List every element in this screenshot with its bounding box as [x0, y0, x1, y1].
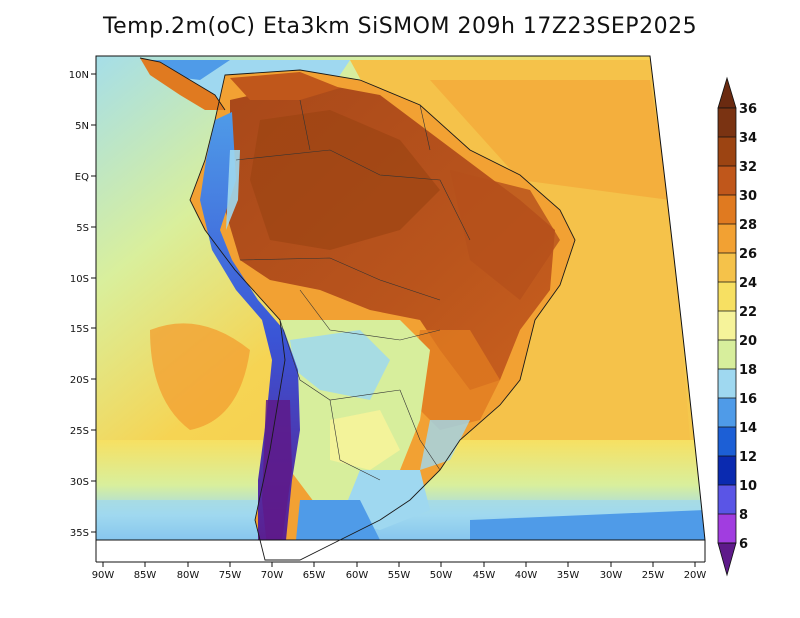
country-borders	[235, 99, 471, 481]
colorbar-label: 20	[739, 334, 757, 349]
colorbar-swatch	[718, 311, 736, 340]
colorbar-swatch	[718, 427, 736, 456]
lat-label: 20S	[70, 375, 89, 386]
lon-ticks	[102, 562, 696, 567]
lon-label: 60W	[346, 570, 369, 581]
lat-label: 35S	[70, 528, 89, 539]
lon-label: 30W	[600, 570, 623, 581]
colorbar: 36 34 32 30 28 26 24 22 20 18 16 14 12 1…	[717, 76, 757, 577]
lon-label: 40W	[515, 570, 538, 581]
colorbar-swatch	[718, 369, 736, 398]
colorbar-swatch	[718, 485, 736, 514]
colorbar-swatch	[718, 398, 736, 427]
colorbar-swatch	[718, 282, 736, 311]
lat-label: 30S	[70, 477, 89, 488]
lat-label: 10N	[69, 70, 89, 81]
lon-labels: 90W 85W 80W 75W 70W 65W 60W 55W 50W 45W …	[92, 570, 707, 581]
lon-label: 80W	[177, 570, 200, 581]
colorbar-label: 16	[739, 392, 757, 407]
lat-label: 5N	[75, 121, 89, 132]
lon-label: 35W	[557, 570, 580, 581]
colorbar-label: 36	[739, 102, 757, 117]
colorbar-label: 28	[739, 218, 757, 233]
map-title: Temp.2m(oC) Eta3km SiSMOM 209h 17Z23SEP2…	[102, 14, 698, 39]
lon-label: 75W	[219, 570, 242, 581]
colorbar-label: 30	[739, 189, 757, 204]
colorbar-swatch	[718, 195, 736, 224]
colorbar-swatch	[718, 340, 736, 369]
colorbar-label: 18	[739, 363, 757, 378]
coastlines	[139, 57, 576, 561]
colorbar-label: 8	[739, 508, 748, 523]
colorbar-swatch	[718, 137, 736, 166]
lon-label: 45W	[473, 570, 496, 581]
colorbar-label: 34	[739, 131, 757, 146]
colorbar-swatch	[718, 253, 736, 282]
colorbar-outline	[717, 107, 737, 544]
lat-label: 25S	[70, 426, 89, 437]
colorbar-label: 6	[739, 537, 748, 552]
colorbar-swatch	[718, 108, 736, 137]
map-frame	[95, 55, 706, 541]
colorbar-swatch	[718, 166, 736, 195]
lat-ticks	[91, 73, 96, 533]
lat-label: EQ	[75, 172, 89, 183]
colorbar-swatch	[718, 514, 736, 543]
colorbar-swatch	[718, 224, 736, 253]
colorbar-label: 32	[739, 160, 757, 175]
colorbar-swatch	[718, 456, 736, 485]
colorbar-label: 24	[739, 276, 757, 291]
lon-label: 90W	[92, 570, 115, 581]
colorbar-top-arrow	[717, 76, 737, 109]
colorbar-label: 26	[739, 247, 757, 262]
lon-label: 65W	[303, 570, 326, 581]
lon-label: 25W	[642, 570, 665, 581]
lat-label: 15S	[70, 324, 89, 335]
colorbar-label: 22	[739, 305, 757, 320]
colorbar-label: 14	[739, 421, 757, 436]
colorbar-label: 10	[739, 479, 757, 494]
lat-label: 5S	[76, 223, 89, 234]
lat-label: 10S	[70, 274, 89, 285]
colorbar-label: 12	[739, 450, 757, 465]
colorbar-bottom-arrow	[717, 542, 737, 577]
lon-label: 50W	[430, 570, 453, 581]
lon-label: 85W	[134, 570, 157, 581]
lon-label: 70W	[261, 570, 284, 581]
lon-label: 20W	[684, 570, 707, 581]
temperature-field	[96, 56, 705, 540]
lat-labels: 10N 5N EQ 5S 10S 15S 20S 25S 30S 35S	[69, 70, 89, 539]
lon-label: 55W	[388, 570, 411, 581]
